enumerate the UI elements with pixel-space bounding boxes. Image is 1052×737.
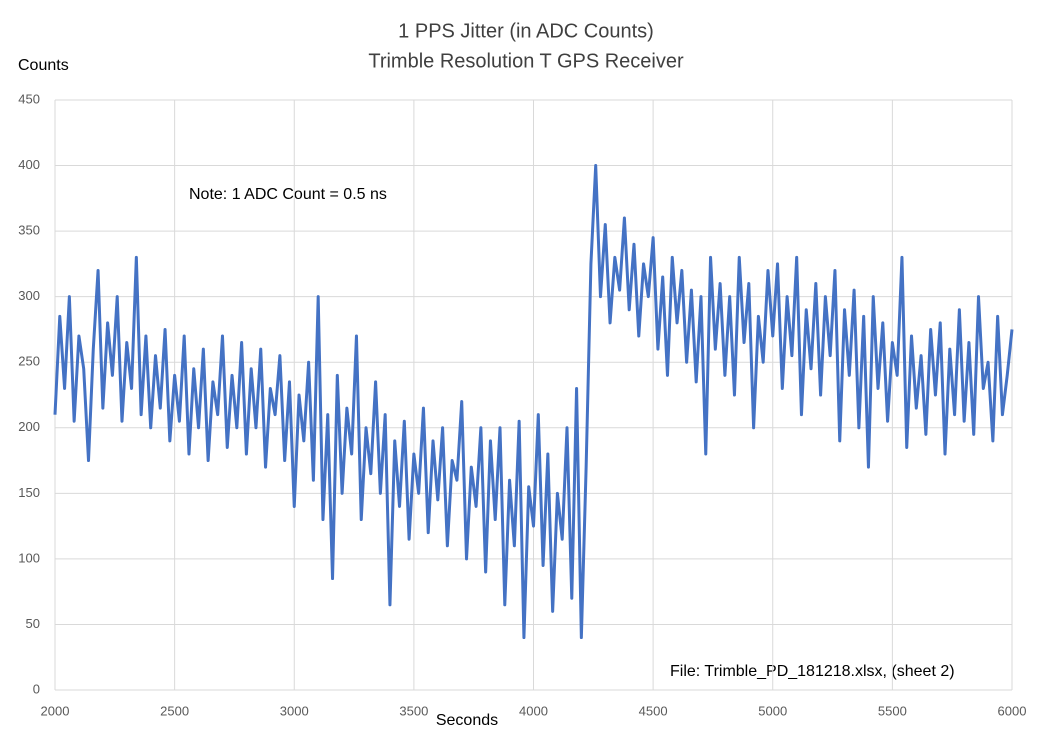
- y-tick-label: 350: [18, 223, 40, 238]
- x-axis-label: Seconds: [436, 712, 498, 729]
- x-tick-label: 5000: [758, 703, 787, 718]
- annotation: File: Trimble_PD_181218.xlsx, (sheet 2): [670, 663, 955, 680]
- y-tick-label: 100: [18, 550, 40, 565]
- y-tick-label: 450: [18, 91, 40, 106]
- x-tick-label: 5500: [878, 703, 907, 718]
- y-axis-label: Counts: [18, 57, 69, 74]
- chart-title: 1 PPS Jitter (in ADC Counts): [398, 20, 654, 42]
- chart-subtitle: Trimble Resolution T GPS Receiver: [368, 50, 684, 72]
- x-tick-label: 3000: [280, 703, 309, 718]
- x-tick-label: 4000: [519, 703, 548, 718]
- x-tick-label: 2000: [41, 703, 70, 718]
- y-tick-label: 50: [26, 616, 40, 631]
- x-tick-label: 3500: [399, 703, 428, 718]
- x-tick-label: 2500: [160, 703, 189, 718]
- y-tick-label: 150: [18, 485, 40, 500]
- y-tick-label: 400: [18, 157, 40, 172]
- annotation: Note: 1 ADC Count = 0.5 ns: [189, 186, 387, 203]
- data-line: [53, 164, 1014, 640]
- x-tick-label: 6000: [998, 703, 1027, 718]
- x-tick-label: 4500: [639, 703, 668, 718]
- y-tick-label: 300: [18, 288, 40, 303]
- y-tick-label: 250: [18, 354, 40, 369]
- y-tick-label: 200: [18, 419, 40, 434]
- y-tick-label: 0: [33, 681, 40, 696]
